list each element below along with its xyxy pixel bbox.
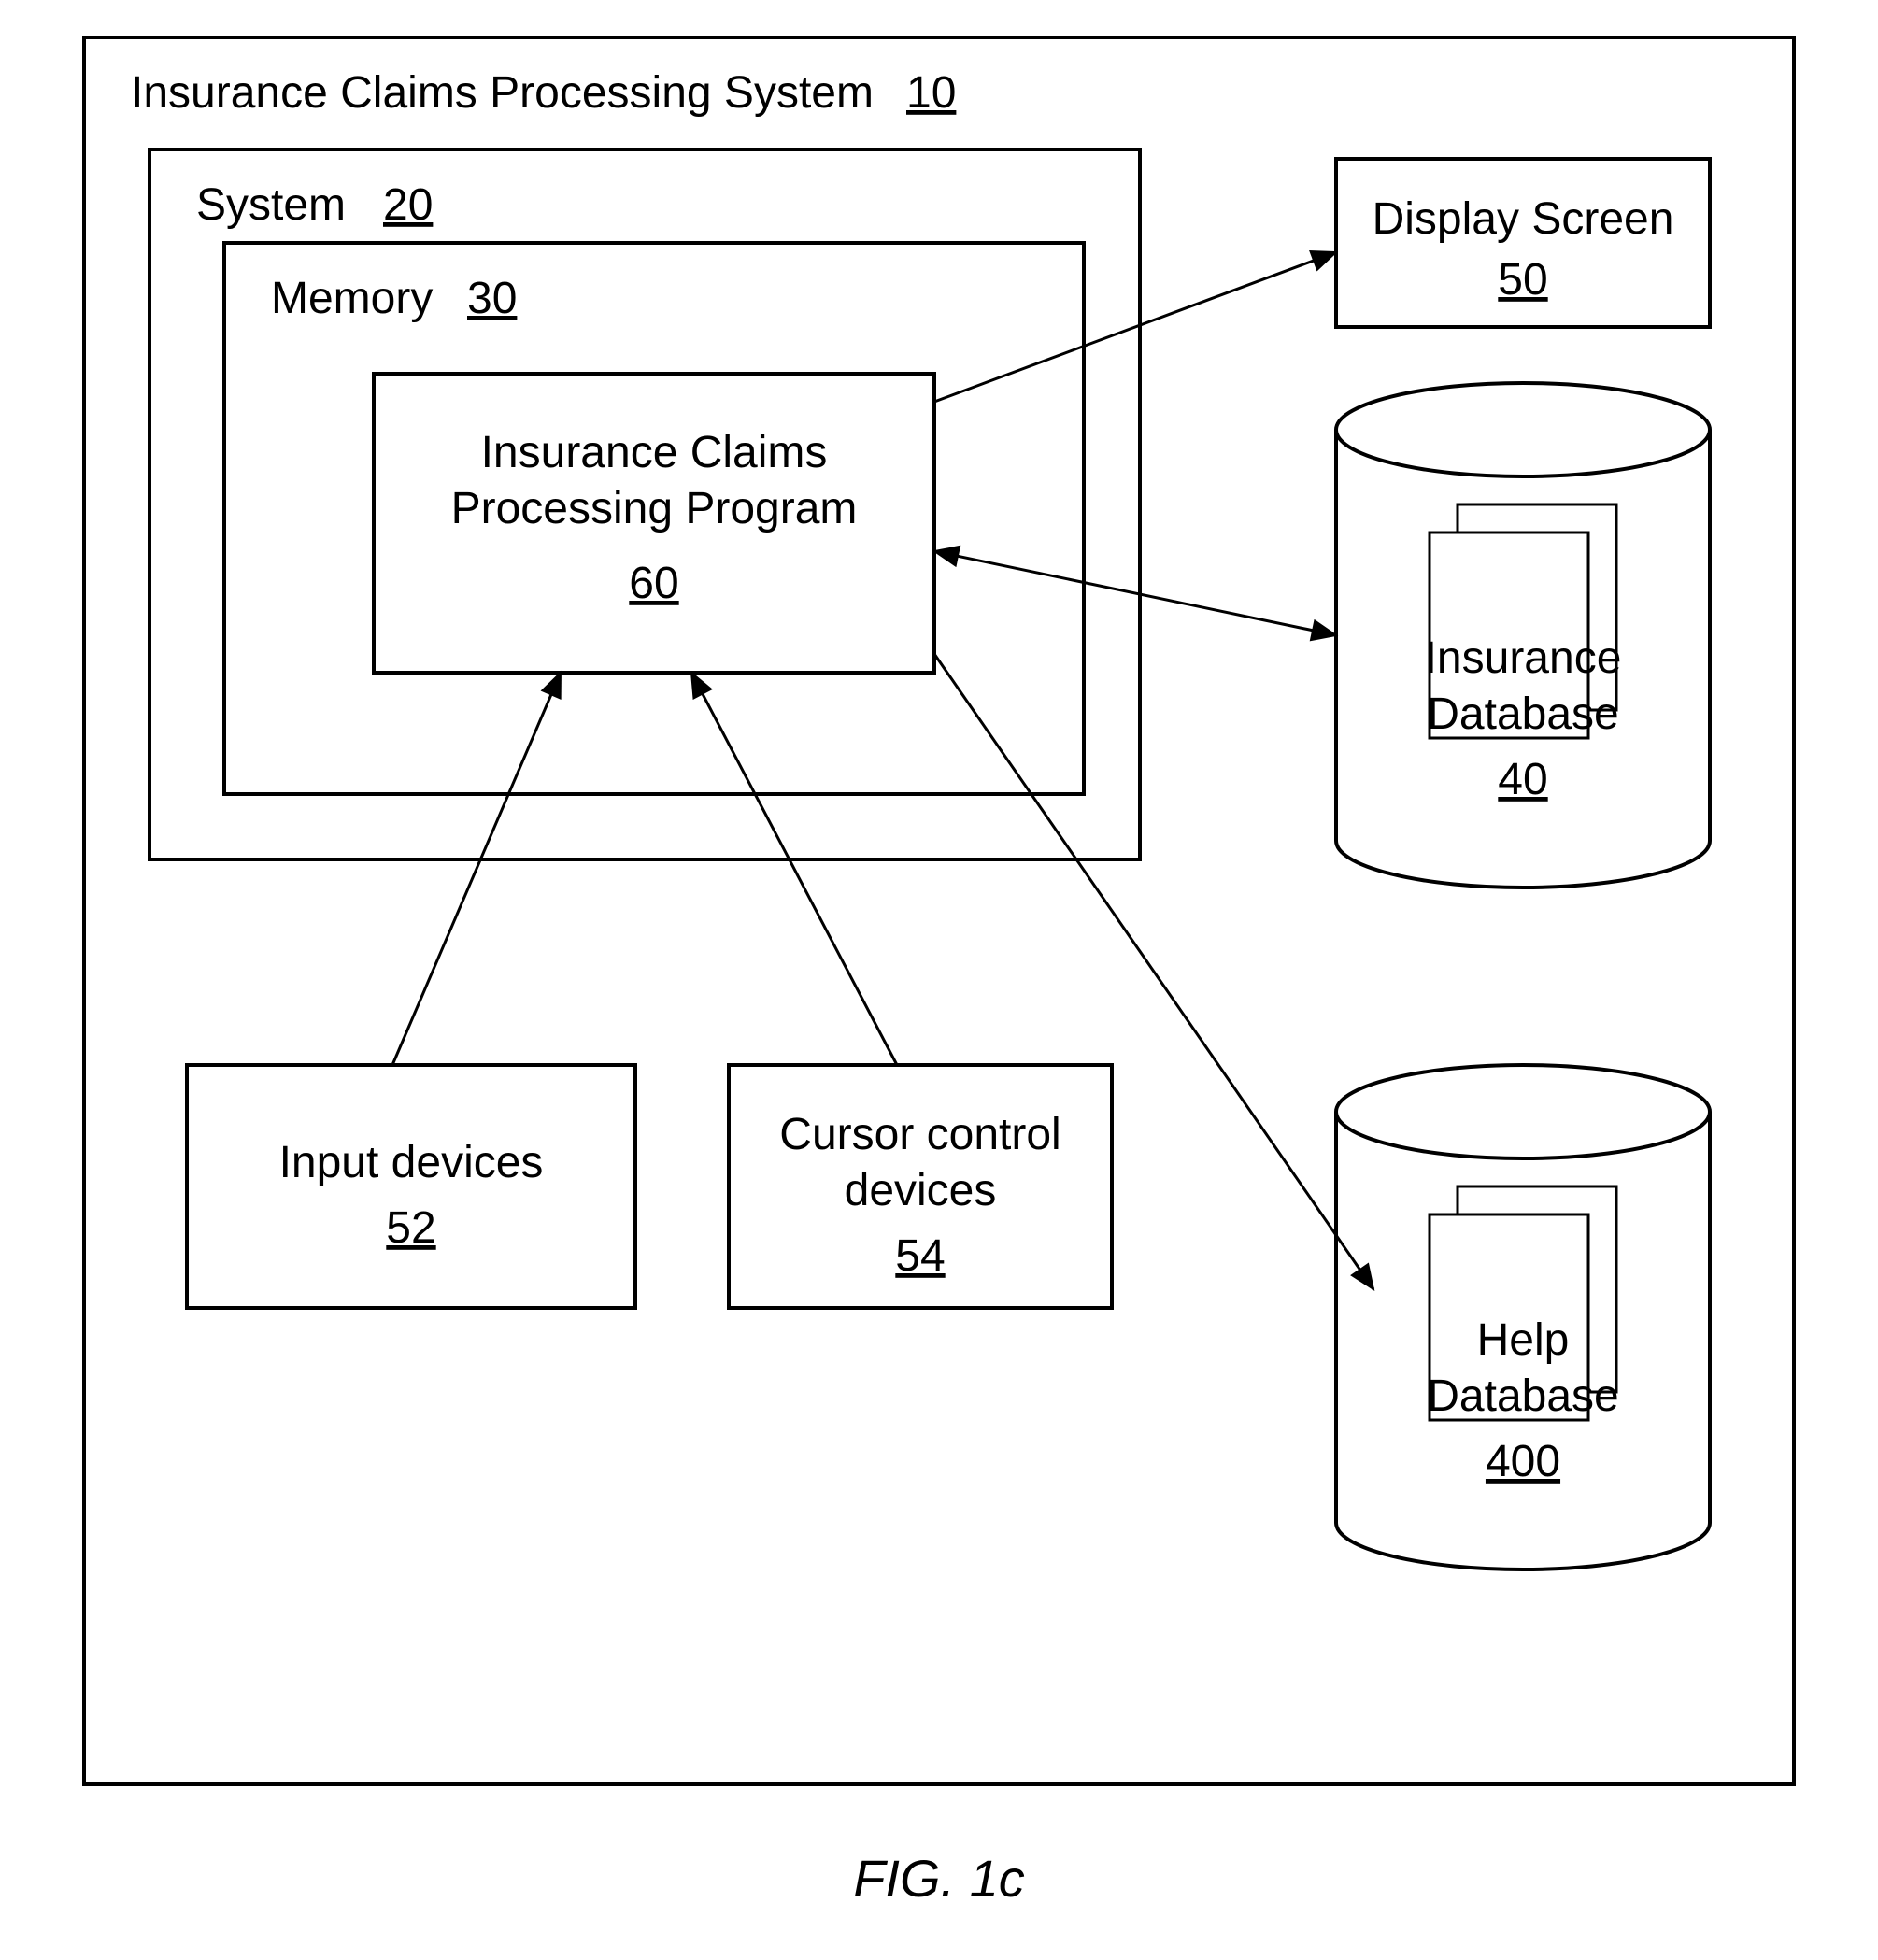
svg-text:54: 54: [895, 1231, 945, 1281]
svg-text:Memory: Memory: [271, 274, 433, 323]
svg-text:Insurance Claims: Insurance Claims: [481, 428, 828, 477]
svg-text:Insurance: Insurance: [1425, 633, 1622, 683]
svg-text:20: 20: [383, 180, 433, 230]
svg-text:52: 52: [386, 1203, 435, 1253]
svg-text:System: System: [196, 180, 346, 230]
svg-text:devices: devices: [845, 1166, 997, 1215]
svg-text:400: 400: [1486, 1437, 1560, 1486]
svg-text:Display Screen: Display Screen: [1373, 194, 1674, 244]
svg-text:60: 60: [629, 559, 678, 608]
svg-text:Processing Program: Processing Program: [451, 484, 858, 533]
svg-text:Input devices: Input devices: [279, 1138, 544, 1187]
svg-text:50: 50: [1498, 255, 1547, 305]
svg-text:Database: Database: [1427, 1371, 1618, 1421]
svg-text:10: 10: [906, 68, 956, 118]
svg-text:FIG. 1c: FIG. 1c: [853, 1849, 1025, 1908]
svg-text:30: 30: [467, 274, 517, 323]
svg-text:Database: Database: [1427, 689, 1618, 739]
svg-text:Insurance Claims Processing Sy: Insurance Claims Processing System: [131, 68, 874, 118]
svg-text:40: 40: [1498, 755, 1547, 804]
svg-text:Cursor control: Cursor control: [779, 1110, 1060, 1159]
svg-text:Help: Help: [1477, 1315, 1570, 1365]
